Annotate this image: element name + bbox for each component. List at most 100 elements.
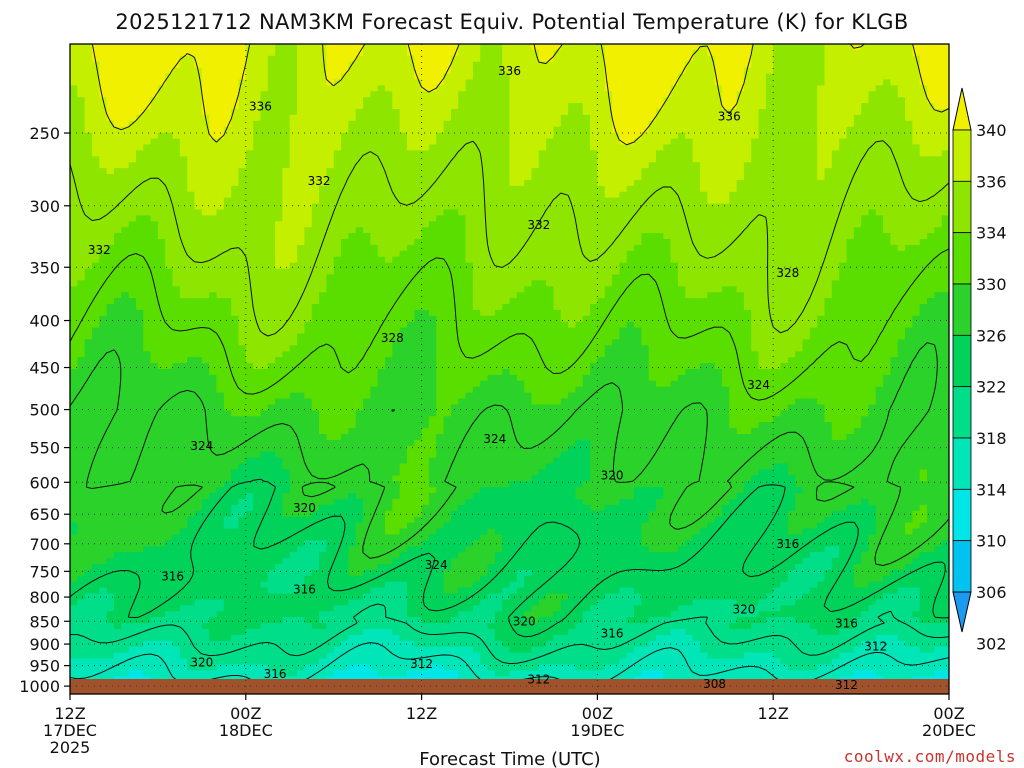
field-cell bbox=[348, 79, 357, 86]
field-cell bbox=[143, 150, 152, 157]
field-cell bbox=[384, 185, 393, 193]
field-cell bbox=[692, 227, 701, 234]
field-cell bbox=[384, 120, 393, 128]
field-cell bbox=[912, 227, 921, 234]
field-cell bbox=[868, 144, 877, 151]
field-cell bbox=[765, 280, 774, 287]
field-cell bbox=[590, 150, 598, 157]
field-cell bbox=[355, 67, 364, 75]
field-cell bbox=[384, 126, 393, 134]
field-cell bbox=[502, 286, 511, 293]
field-cell bbox=[685, 215, 694, 222]
field-cell bbox=[150, 132, 159, 140]
field-cell bbox=[619, 85, 628, 92]
field-cell bbox=[546, 227, 555, 234]
field-cell bbox=[472, 215, 481, 222]
field-cell bbox=[524, 85, 533, 92]
field-cell bbox=[736, 85, 745, 92]
field-cell bbox=[670, 174, 679, 181]
field-cell bbox=[282, 109, 291, 116]
field-cell bbox=[714, 79, 723, 86]
field-cell bbox=[809, 244, 818, 252]
field-cell bbox=[231, 221, 240, 228]
field-cell bbox=[524, 233, 533, 240]
field-cell bbox=[223, 185, 232, 193]
field-cell bbox=[91, 233, 100, 240]
field-cell bbox=[516, 280, 525, 287]
field-cell bbox=[223, 168, 232, 175]
field-cell bbox=[458, 156, 467, 163]
field-cell bbox=[282, 209, 291, 216]
field-cell bbox=[743, 150, 752, 157]
field-cell bbox=[831, 162, 840, 169]
field-cell bbox=[480, 274, 489, 281]
field-cell bbox=[692, 239, 701, 246]
field-cell bbox=[502, 44, 511, 51]
field-cell bbox=[656, 79, 664, 86]
field-cell bbox=[802, 168, 811, 175]
field-cell bbox=[165, 203, 174, 211]
field-cell bbox=[443, 209, 452, 216]
field-cell bbox=[414, 262, 423, 270]
field-cell bbox=[480, 61, 489, 69]
field-cell bbox=[809, 209, 818, 216]
field-cell bbox=[370, 286, 379, 293]
field-cell bbox=[604, 274, 613, 281]
field-cell bbox=[326, 49, 335, 57]
field-cell bbox=[531, 215, 540, 222]
field-cell bbox=[634, 233, 642, 240]
field-cell bbox=[787, 209, 796, 216]
field-cell bbox=[179, 85, 188, 92]
field-cell bbox=[128, 150, 137, 157]
field-cell bbox=[875, 203, 884, 211]
field-cell bbox=[582, 262, 591, 270]
field-cell bbox=[656, 103, 664, 110]
field-cell bbox=[238, 179, 247, 187]
field-cell bbox=[692, 162, 701, 169]
field-cell bbox=[721, 209, 730, 216]
field-cell bbox=[597, 49, 606, 57]
field-cell bbox=[546, 156, 555, 163]
field-cell bbox=[450, 44, 459, 51]
field-cell bbox=[546, 109, 555, 116]
field-cell bbox=[641, 55, 650, 63]
field-cell bbox=[590, 209, 598, 216]
field-cell bbox=[106, 103, 115, 110]
field-cell bbox=[304, 79, 313, 86]
field-cell bbox=[641, 49, 650, 57]
field-cell bbox=[751, 274, 760, 281]
field-cell bbox=[377, 280, 386, 287]
field-cell bbox=[677, 179, 686, 187]
field-cell bbox=[604, 168, 613, 175]
field-cell bbox=[831, 197, 840, 205]
field-cell bbox=[480, 132, 489, 140]
field-cell bbox=[128, 55, 137, 63]
field-cell bbox=[209, 49, 218, 57]
field-cell bbox=[861, 132, 870, 140]
field-cell bbox=[663, 244, 672, 252]
field-cell bbox=[187, 274, 196, 281]
field-cell bbox=[692, 221, 701, 228]
field-cell bbox=[729, 103, 738, 110]
field-cell bbox=[326, 185, 335, 193]
field-cell bbox=[934, 156, 943, 163]
field-cell bbox=[260, 85, 269, 92]
field-cell bbox=[780, 55, 789, 63]
field-cell bbox=[304, 227, 313, 234]
field-cell bbox=[135, 168, 144, 175]
field-cell bbox=[355, 179, 364, 187]
field-cell bbox=[84, 233, 93, 240]
field-cell bbox=[809, 174, 818, 181]
field-cell bbox=[275, 168, 284, 175]
field-cell bbox=[223, 250, 232, 258]
field-cell bbox=[326, 103, 335, 110]
field-cell bbox=[927, 262, 935, 270]
field-cell bbox=[348, 215, 357, 222]
field-cell bbox=[780, 61, 789, 69]
field-cell bbox=[575, 73, 584, 81]
field-cell bbox=[121, 162, 130, 169]
field-cell bbox=[465, 44, 474, 51]
field-cell bbox=[553, 49, 562, 57]
field-cell bbox=[458, 233, 467, 240]
field-cell bbox=[582, 203, 591, 211]
